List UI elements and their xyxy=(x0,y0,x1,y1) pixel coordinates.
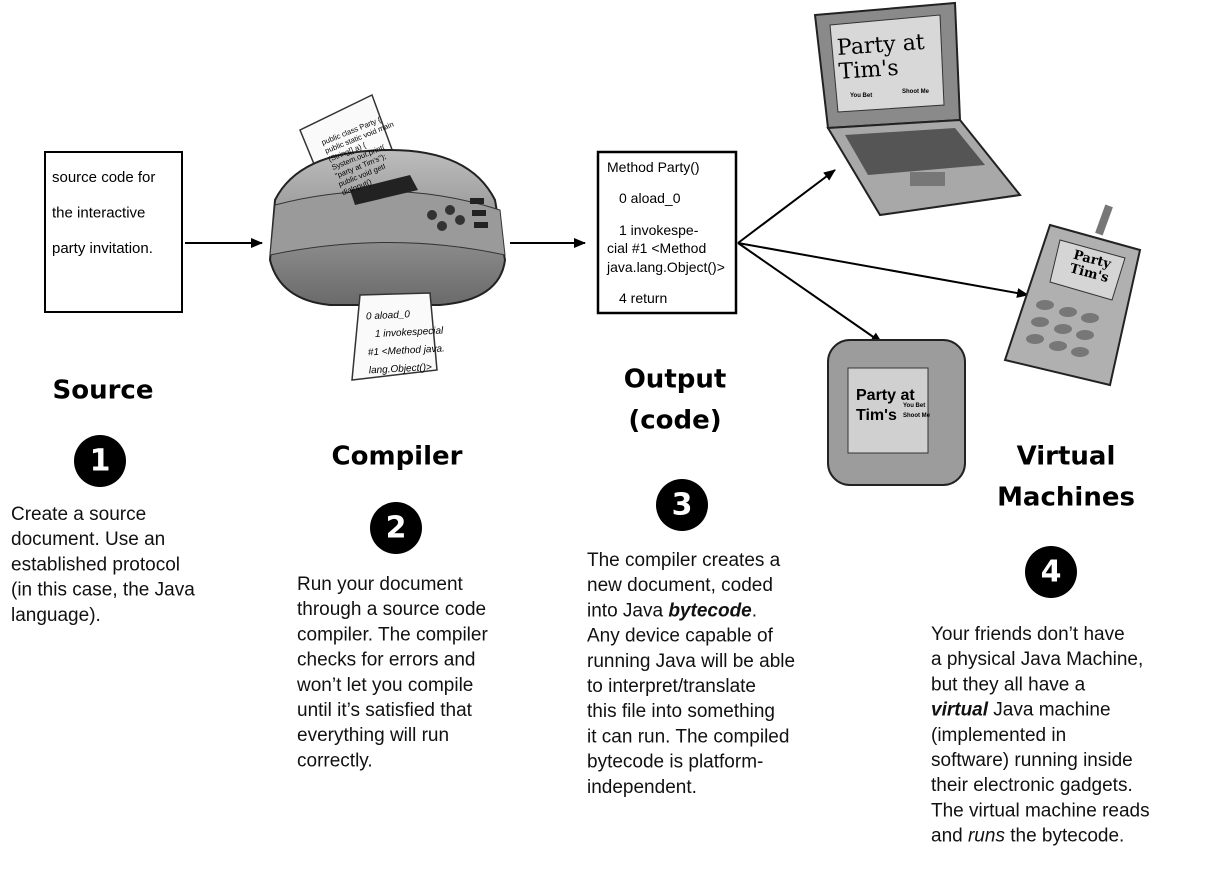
step-description: this file into something xyxy=(587,701,775,722)
screen-button: You Bet xyxy=(850,93,872,99)
step-description: established protocol xyxy=(11,554,180,575)
bytecode-text: 4 return xyxy=(619,290,667,306)
phone-illustration xyxy=(1003,204,1142,387)
step-description: everything will run xyxy=(297,725,449,746)
laptop-illustration xyxy=(813,1,1022,217)
screen-button: Shoot Me xyxy=(903,413,931,419)
arrow xyxy=(737,242,883,344)
bytecode-text: 1 invokespe- xyxy=(619,222,699,238)
step-description: running Java will be able xyxy=(587,651,795,672)
output-box xyxy=(596,150,738,315)
description-run: runs xyxy=(968,826,1005,847)
step-number: 4 xyxy=(1041,555,1062,590)
step-description: The virtual machine reads xyxy=(931,800,1150,821)
step-description: and runs the bytecode. xyxy=(931,826,1124,847)
step-description: (implemented in xyxy=(931,725,1066,746)
description-run: and xyxy=(931,826,968,847)
step-description: Your friends don’t have xyxy=(931,624,1125,645)
step-description: it can run. The compiled xyxy=(587,726,789,747)
pda-illustration xyxy=(827,339,966,486)
paper-text: lang.Object()> xyxy=(369,362,433,376)
step-title: Machines xyxy=(997,483,1135,513)
step-description: a physical Java Machine, xyxy=(931,649,1143,670)
arrow xyxy=(737,242,1029,298)
step-title: Output xyxy=(624,365,727,395)
step-title: Compiler xyxy=(332,442,463,472)
step-description: independent. xyxy=(587,777,697,798)
step-description: Any device capable of xyxy=(587,626,774,647)
step-badge xyxy=(656,479,708,531)
step-description: bytecode is platform- xyxy=(587,752,763,773)
bytecode-text: Method Party() xyxy=(607,159,700,175)
screen-button: Shoot Me xyxy=(902,89,930,95)
step-description: correctly. xyxy=(297,750,373,771)
step-badge xyxy=(370,502,422,554)
step-description: into Java bytecode. xyxy=(587,600,757,621)
step-description: compiler. The compiler xyxy=(297,624,488,645)
step-number: 1 xyxy=(90,444,111,479)
step-number: 2 xyxy=(386,511,407,546)
step-number: 3 xyxy=(672,488,693,523)
step-description: The compiler creates a xyxy=(587,550,781,571)
step-description: until it’s satisfied that xyxy=(297,700,473,721)
paper-text: 0 aload_0 xyxy=(366,309,411,322)
step-badge xyxy=(74,435,126,487)
paper-text: 1 invokespecial xyxy=(375,325,445,340)
step-description: won’t let you compile xyxy=(296,675,473,696)
arrow xyxy=(737,169,836,244)
bytecode-text: java.lang.Object()> xyxy=(606,259,725,275)
step-description: software) running inside xyxy=(931,750,1133,771)
screen-text: Party at xyxy=(836,30,925,61)
screen-button: You Bet xyxy=(903,403,925,409)
description-run: the bytecode. xyxy=(1005,826,1124,847)
step-description: language). xyxy=(11,605,101,626)
step-description: virtual Java machine xyxy=(931,700,1111,721)
step-description: to interpret/translate xyxy=(587,676,756,697)
step-description: through a source code xyxy=(297,599,486,620)
step-description: (in this case, the Java xyxy=(11,580,195,601)
step-title: Source xyxy=(53,376,154,406)
paper-out: 0 aload_0 1 invokespecial #1 <Method java.… xyxy=(366,309,445,376)
description-run: Java machine xyxy=(988,700,1111,721)
bytecode-text: 0 aload_0 xyxy=(619,190,681,206)
compiler-illustration xyxy=(268,93,507,381)
step-description: checks for errors and xyxy=(297,650,475,671)
source-text: source code for xyxy=(52,169,155,186)
step-badge xyxy=(1025,546,1077,598)
source-box xyxy=(44,151,183,313)
step-description: their electronic gadgets. xyxy=(931,775,1133,796)
screen-text: Tim's xyxy=(838,56,900,85)
description-run: bytecode xyxy=(668,600,752,621)
paper-text: #1 <Method java. xyxy=(368,343,445,358)
step-title: (code) xyxy=(628,406,721,436)
step-description: but they all have a xyxy=(931,674,1086,695)
step-description: document. Use an xyxy=(11,529,165,550)
description-run: into Java xyxy=(587,600,668,621)
step-description: Create a source xyxy=(11,504,146,525)
step-title: Virtual xyxy=(1017,442,1116,472)
screen-text: Tim's xyxy=(856,407,897,424)
description-run: . xyxy=(752,600,757,621)
source-text: party invitation. xyxy=(52,240,153,257)
step-description: Run your document xyxy=(297,574,464,595)
source-text: the interactive xyxy=(52,205,145,222)
bytecode-text: cial #1 <Method xyxy=(607,240,706,256)
screen-text: Party at xyxy=(856,387,915,404)
description-run: virtual xyxy=(931,700,989,721)
step-description: new document, coded xyxy=(587,575,773,596)
